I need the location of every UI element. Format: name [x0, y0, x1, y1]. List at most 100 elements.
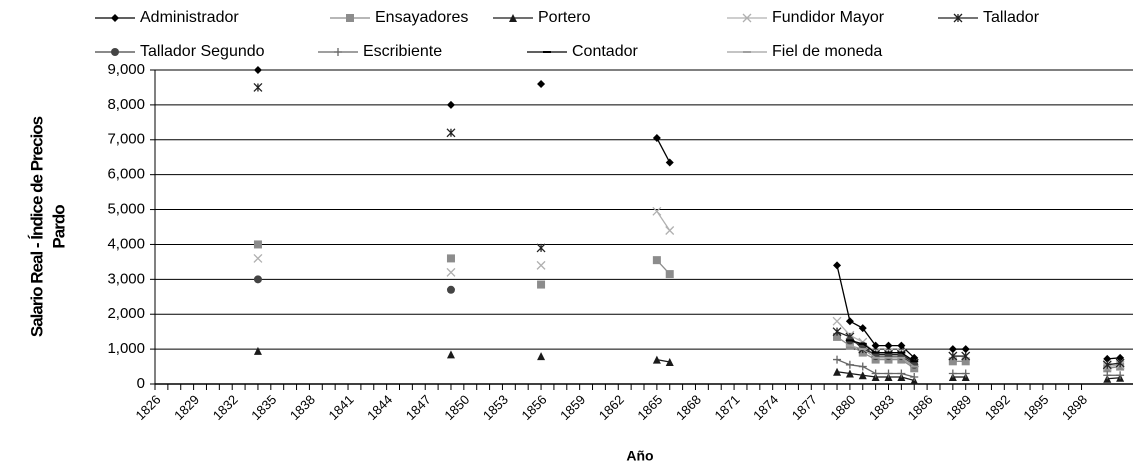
x-tick-label: 1850	[441, 392, 472, 423]
x-axis-label: Año	[626, 448, 653, 464]
y-tick-label: 9,000	[107, 61, 145, 78]
marker	[652, 355, 661, 364]
marker	[652, 256, 661, 265]
x-tick-label: 1874	[750, 392, 781, 423]
series-line	[1107, 377, 1121, 380]
x-tick-label-group: 1853	[480, 392, 511, 423]
x-tick-label-group: 1841	[326, 392, 357, 423]
marker	[871, 369, 880, 378]
legend-label: Portero	[538, 9, 591, 26]
legend-label: Ensayadores	[375, 9, 468, 26]
x-tick-label: 1835	[248, 392, 279, 423]
x-tick-label: 1832	[210, 392, 241, 423]
marker	[111, 14, 119, 22]
x-tick-label: 1898	[1059, 392, 1090, 423]
marker	[1103, 354, 1112, 363]
marker	[910, 373, 919, 382]
marker	[871, 341, 880, 350]
marker	[665, 226, 675, 235]
legend-label: Administrador	[140, 9, 239, 26]
series-line	[656, 210, 671, 231]
x-tick-label-group: 1829	[171, 392, 202, 423]
marker	[665, 158, 674, 167]
x-tick-label-group: 1859	[557, 392, 588, 423]
x-tick-label: 1865	[634, 392, 665, 423]
x-tick-label-group: 1898	[1059, 392, 1090, 423]
y-tick-label: 6,000	[107, 166, 145, 183]
marker	[858, 324, 867, 333]
x-tick-label: 1895	[1020, 392, 1051, 423]
marker	[833, 367, 842, 376]
x-tick-label-group: 1835	[248, 392, 279, 423]
x-tick-label: 1853	[480, 392, 511, 423]
marker	[948, 351, 958, 361]
marker	[833, 355, 842, 364]
x-tick-label: 1856	[519, 392, 550, 423]
legend-label: Contador	[572, 43, 638, 60]
marker	[652, 134, 661, 143]
y-tick-label: 2,000	[107, 305, 145, 322]
marker	[446, 267, 456, 277]
y-tick-label: 4,000	[107, 235, 145, 252]
legend-item: Tallador Segundo	[95, 43, 265, 60]
legend-label: Escribiente	[363, 43, 442, 60]
x-tick-label-group: 1895	[1020, 392, 1051, 423]
marker	[446, 285, 455, 294]
x-tick-label-group: 1889	[943, 392, 974, 423]
x-tick-label: 1829	[171, 392, 202, 423]
marker	[1102, 360, 1112, 370]
legend-item: Tallador	[938, 9, 1040, 26]
x-tick-label-group: 1886	[905, 392, 936, 423]
marker	[833, 332, 842, 341]
legend-item: Fundidor Mayor	[727, 9, 885, 26]
x-tick-label: 1847	[403, 392, 434, 423]
marker	[948, 345, 957, 354]
x-tick-label-group: 1850	[441, 392, 472, 423]
marker	[111, 48, 119, 56]
x-tick-label-group: 1844	[364, 392, 395, 423]
x-tick-label: 1892	[982, 392, 1013, 423]
legend-item: Portero	[493, 9, 591, 26]
legend-item: Contador	[527, 43, 638, 60]
marker	[832, 316, 842, 326]
marker	[446, 350, 455, 359]
marker	[537, 79, 546, 88]
marker	[961, 357, 970, 366]
x-tick-label: 1883	[866, 392, 897, 423]
legend-item: Ensayadores	[330, 9, 468, 26]
x-tick-label-group: 1856	[519, 392, 550, 423]
marker	[948, 357, 957, 366]
legend-label: Fundidor Mayor	[772, 9, 885, 26]
x-tick-label: 1826	[132, 392, 163, 423]
marker	[253, 346, 262, 355]
marker	[334, 48, 342, 56]
marker	[253, 253, 263, 263]
legend-label: Fiel de moneda	[772, 43, 882, 60]
x-tick-label-group: 1877	[789, 392, 820, 423]
marker	[346, 14, 354, 22]
x-tick-label: 1880	[827, 392, 858, 423]
x-tick-label-group: 1832	[210, 392, 241, 423]
series-line	[656, 137, 671, 163]
x-tick-label-group: 1862	[596, 392, 627, 423]
x-tick-label: 1889	[943, 392, 974, 423]
marker	[845, 317, 854, 326]
x-tick-label-group: 1865	[634, 392, 665, 423]
x-tick-label-group: 1838	[287, 392, 318, 423]
x-tick-label: 1868	[673, 392, 704, 423]
x-tick-label-group: 1826	[132, 392, 163, 423]
marker	[953, 13, 963, 23]
marker	[652, 206, 662, 216]
marker	[1116, 353, 1125, 362]
marker	[1116, 371, 1125, 380]
y-tick-label: 8,000	[107, 96, 145, 113]
legend-item: Escribiente	[318, 43, 442, 60]
marker	[858, 362, 867, 371]
y-tick-label: 0	[137, 375, 145, 392]
legend-label: Tallador	[983, 9, 1040, 26]
marker	[832, 327, 842, 337]
marker	[665, 270, 674, 279]
y-tick-label: 3,000	[107, 270, 145, 287]
marker	[537, 352, 546, 361]
